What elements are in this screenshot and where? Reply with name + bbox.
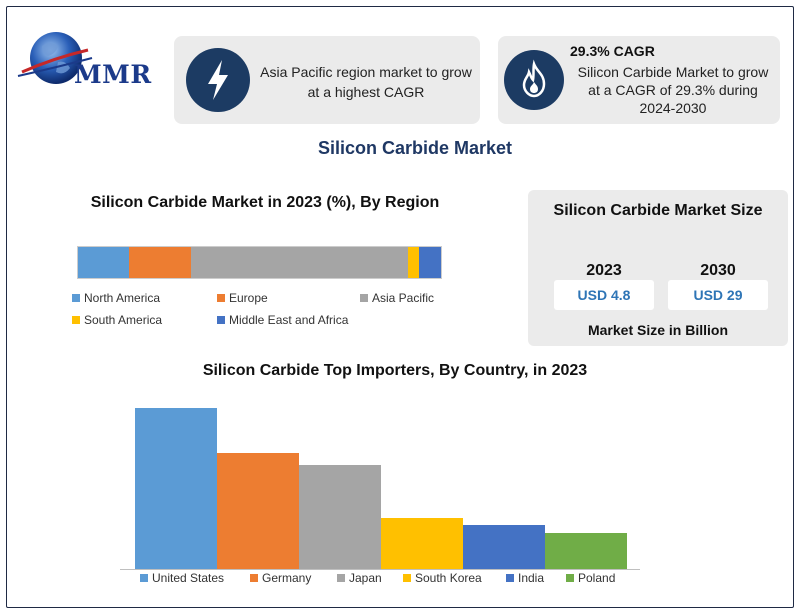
legend-swatch <box>360 294 368 302</box>
region-chart-title: Silicon Carbide Market in 2023 (%), By R… <box>90 194 440 211</box>
x-legend-item: Japan <box>337 571 382 585</box>
lightning-bolt-icon <box>186 48 250 112</box>
legend-swatch <box>72 294 80 302</box>
region-segment-south-america <box>408 247 420 278</box>
legend-swatch <box>337 574 345 582</box>
x-legend-item: United States <box>140 571 224 585</box>
highlight-card-asia-pacific: Asia Pacific region market to grow at a … <box>174 36 480 124</box>
value-2030: USD 29 <box>668 280 768 310</box>
x-legend-item: South Korea <box>403 571 482 585</box>
bar-japan <box>299 464 381 570</box>
legend-swatch <box>566 574 574 582</box>
x-tick-label: South Korea <box>415 571 482 585</box>
legend-swatch <box>72 316 80 324</box>
region-segment-middle-east-and-africa <box>419 247 441 278</box>
legend-swatch <box>506 574 514 582</box>
importers-chart-title: Silicon Carbide Top Importers, By Countr… <box>202 362 588 379</box>
bar-united-states <box>135 408 217 570</box>
legend-swatch <box>217 294 225 302</box>
legend-swatch <box>250 574 258 582</box>
x-legend-item: India <box>506 571 544 585</box>
legend-item: Europe <box>217 291 268 305</box>
market-size-unit: Market Size in Billion <box>587 322 729 338</box>
x-legend-item: Poland <box>566 571 615 585</box>
region-segment-europe <box>128 247 191 278</box>
legend-label: South America <box>84 313 163 327</box>
legend-label: Europe <box>229 291 268 305</box>
x-tick-label: Poland <box>578 571 616 585</box>
legend-item: Middle East and Africa <box>217 313 348 327</box>
x-legend-item: Germany <box>250 571 311 585</box>
year-2030-label: 2030 <box>700 262 736 279</box>
legend-swatch <box>403 574 411 582</box>
page-title: Silicon Carbide Market <box>317 138 513 158</box>
importers-bar-chart <box>120 390 640 570</box>
bar-germany <box>217 453 299 570</box>
cagr-title: 29.3% CAGR <box>570 43 655 59</box>
x-tick-label: India <box>518 571 545 585</box>
highlight-card-cagr: 29.3% CAGR Silicon Carbide Market to gro… <box>498 36 780 124</box>
globe-icon <box>17 32 93 84</box>
legend-item: North America <box>72 291 160 305</box>
legend-label: Asia Pacific <box>372 291 435 305</box>
logo <box>14 28 164 98</box>
legend-swatch <box>140 574 148 582</box>
region-segment-asia-pacific <box>190 247 409 278</box>
bar-poland <box>545 532 627 570</box>
flame-icon <box>504 50 564 110</box>
region-stacked-bar <box>77 246 442 279</box>
year-2023-label: 2023 <box>586 262 622 279</box>
logo-text: MMR <box>74 60 152 89</box>
card1-text: Asia Pacific region market to grow at a … <box>260 64 472 100</box>
region-segment-north-america <box>78 247 129 278</box>
value-2023: USD 4.8 <box>554 280 654 310</box>
legend-label: North America <box>84 291 161 305</box>
x-tick-label: Japan <box>349 571 382 585</box>
cagr-text: Silicon Carbide Market to grow at a CAGR… <box>577 64 769 116</box>
market-size-panel: Silicon Carbide Market Size 2023 USD 4.8… <box>528 190 788 346</box>
x-tick-label: United States <box>152 571 225 585</box>
outer-frame <box>6 6 794 608</box>
market-size-title: Silicon Carbide Market Size <box>553 202 763 219</box>
legend-item: Asia Pacific <box>360 291 434 305</box>
bar-south-korea <box>381 518 463 570</box>
bar-india <box>463 524 545 570</box>
legend-swatch <box>217 316 225 324</box>
legend-label: Middle East and Africa <box>229 313 349 327</box>
x-tick-label: Germany <box>262 571 312 585</box>
x-axis-line <box>120 569 640 570</box>
legend-item: South America <box>72 313 162 327</box>
